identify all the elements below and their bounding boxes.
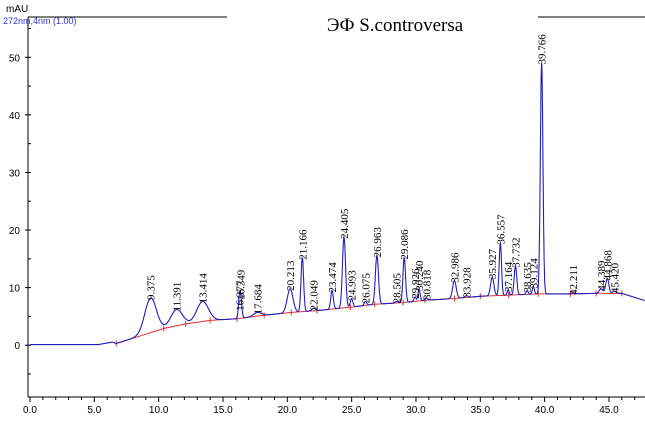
y-tick-label: 30 xyxy=(9,168,21,179)
peak-label: 21.166 xyxy=(297,229,309,260)
peak-label: 32.986 xyxy=(449,252,461,283)
x-tick-label: 5.0 xyxy=(87,405,101,416)
peak-label: 35.927 xyxy=(487,248,499,279)
x-tick-label: 15.0 xyxy=(213,405,233,416)
plot-frame xyxy=(27,16,645,398)
chromatogram-trace xyxy=(30,62,645,346)
peak-label: 9.375 xyxy=(146,275,158,300)
y-tick-label: 20 xyxy=(9,226,21,237)
x-tick-label: 10.0 xyxy=(149,405,169,416)
peak-label: 45.420 xyxy=(609,262,621,293)
x-tick-label: 0.0 xyxy=(23,405,37,416)
peak-label: 29.086 xyxy=(399,229,411,260)
x-tick-label: 40.0 xyxy=(535,405,555,416)
peak-label: 29.926 xyxy=(410,268,422,299)
peak-label: 26.963 xyxy=(372,227,384,258)
peak-label: 39.766 xyxy=(537,34,549,65)
peak-label: 16.277 xyxy=(234,280,246,311)
peak-label: 20.213 xyxy=(285,260,297,291)
peak-label: 38.635 xyxy=(522,262,534,293)
y-tick-label: 0 xyxy=(14,341,20,352)
peak-label: 11.391 xyxy=(172,282,184,312)
peak-label: 30.818 xyxy=(421,269,433,300)
peak-label: 44.389 xyxy=(596,260,608,291)
x-tick-label: 25.0 xyxy=(342,405,362,416)
peak-label: 17.684 xyxy=(252,284,264,315)
peak-label: 37.164 xyxy=(503,261,515,292)
peak-label: 39.124 xyxy=(528,258,540,289)
peak-label: 22.049 xyxy=(309,280,321,311)
y-unit-label: mAU xyxy=(6,4,28,15)
peak-label: 16.349 xyxy=(235,269,247,300)
peak-label: 44.868 xyxy=(602,250,614,281)
y-tick-label: 50 xyxy=(9,53,21,64)
signal-label: 272nm,4nm (1.00) xyxy=(3,16,77,26)
peak-label: 28.505 xyxy=(392,273,404,304)
y-tick-label: 10 xyxy=(9,284,21,295)
peak-label: 42.211 xyxy=(568,265,580,295)
peak-label: 23.474 xyxy=(327,262,339,293)
y-tick-label: 40 xyxy=(9,111,21,122)
chart-title: ЭФ S.controversa xyxy=(327,15,464,36)
peak-label: 30.240 xyxy=(414,260,426,291)
trace-line xyxy=(30,62,645,346)
peak-label: 36.557 xyxy=(495,214,507,245)
peak-label: 24.405 xyxy=(339,208,351,239)
y-axis-ticks: 0 10 20 30 40 50 xyxy=(9,28,31,375)
x-tick-label: 20.0 xyxy=(278,405,298,416)
peak-label: 13.414 xyxy=(198,273,210,304)
peak-label: 24.993 xyxy=(347,270,359,301)
x-tick-label: 35.0 xyxy=(471,405,491,416)
peak-label: 33.928 xyxy=(461,267,473,298)
x-tick-label: 45.0 xyxy=(599,405,619,416)
x-tick-label: 30.0 xyxy=(406,405,426,416)
peak-label: 37.732 xyxy=(511,237,523,267)
integration-baseline xyxy=(115,290,623,347)
peak-label: 26.075 xyxy=(361,273,373,304)
x-axis-ticks: 0.0 5.0 10.0 15.0 20.0 25.0 30.0 35.0 40.0 45.0 xyxy=(23,397,636,416)
